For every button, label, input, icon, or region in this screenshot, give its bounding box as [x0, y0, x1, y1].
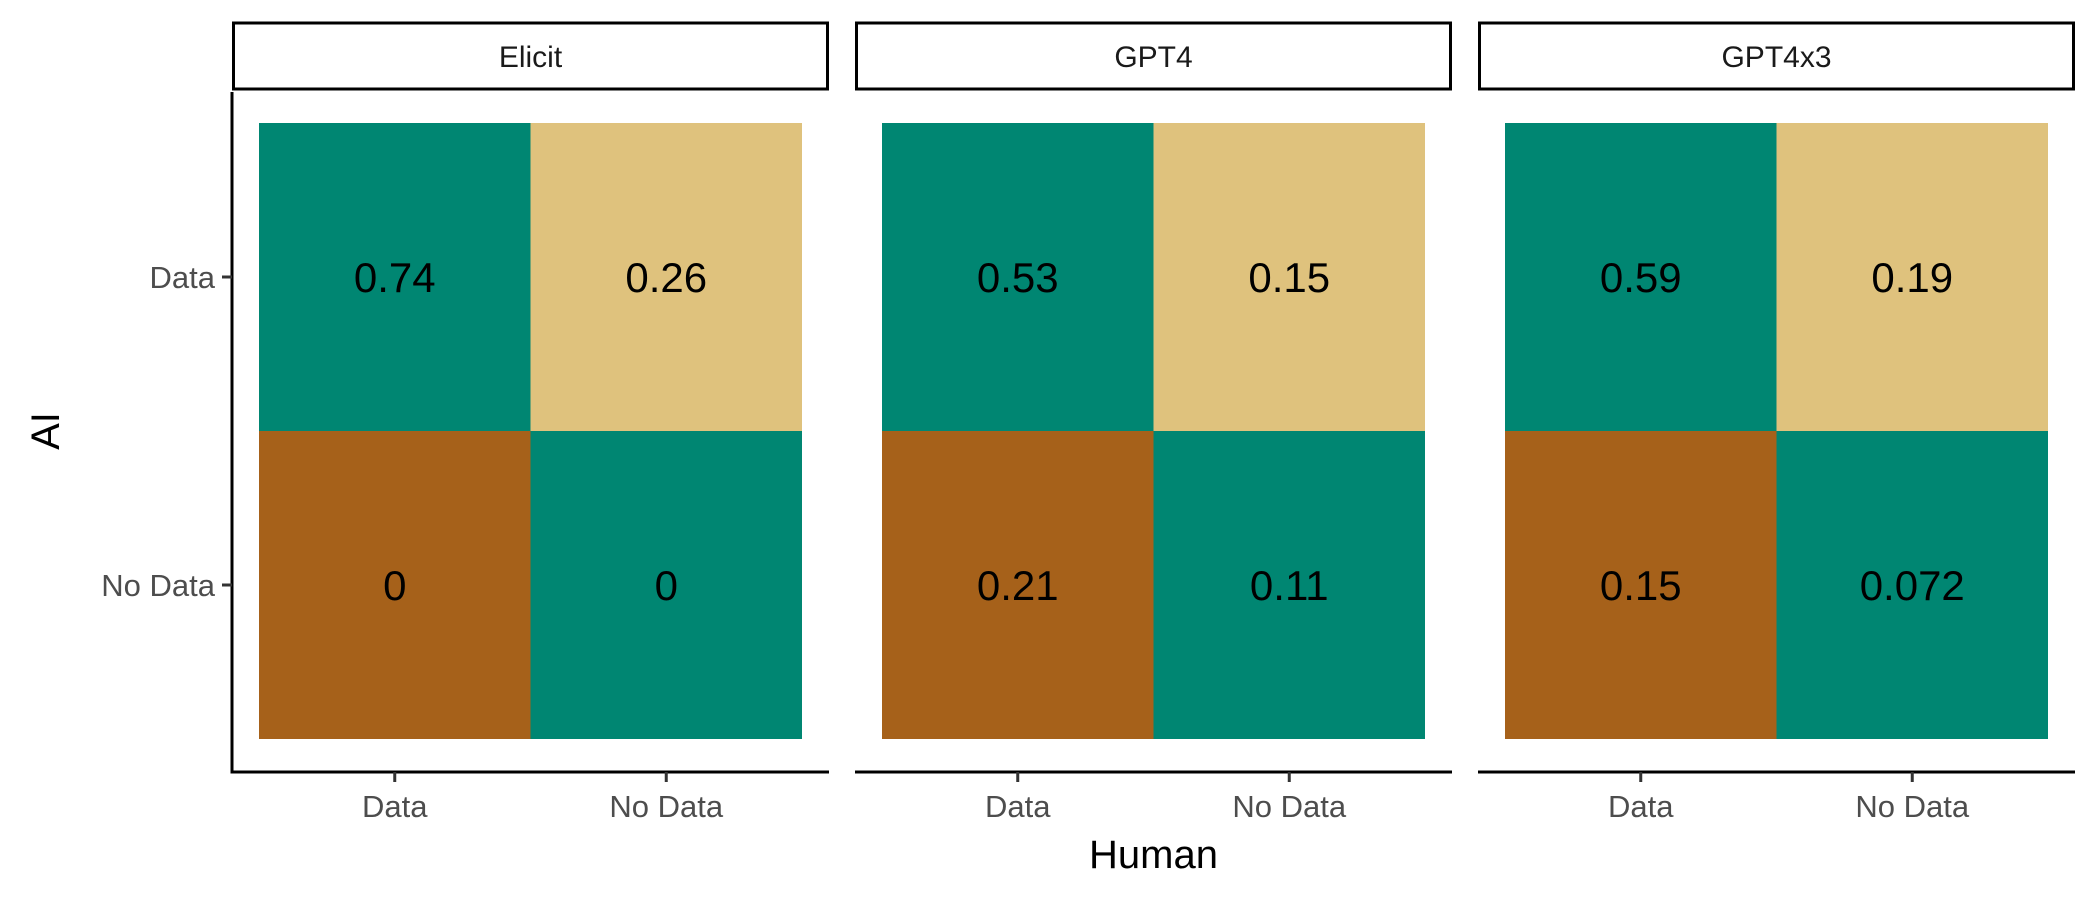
heatmap-cell-ai-data-human-data	[1505, 123, 1777, 431]
heatmap-cell-ai-no-data-human-no-data	[530, 431, 802, 739]
x-tick-label: Data	[1608, 789, 1674, 824]
facet-strip-gpt4	[855, 21, 1452, 91]
cell-value-label: 0.53	[977, 254, 1059, 301]
heatmap-cell-ai-no-data-human-data	[882, 431, 1154, 739]
x-tick-label: Data	[985, 789, 1051, 824]
cell-value-label: 0.74	[354, 254, 436, 301]
cell-value-label: 0	[655, 562, 678, 609]
y-tick-label: No Data	[101, 568, 215, 603]
cell-value-label: 0.11	[1250, 562, 1329, 609]
heatmap-cell-ai-no-data-human-no-data	[1776, 431, 2048, 739]
heatmap-cell-ai-data-human-no-data	[530, 123, 802, 431]
facet-strip-label: GPT4x3	[1721, 41, 1831, 74]
cell-value-label: 0.15	[1600, 562, 1682, 609]
y-axis-title: AI	[24, 412, 68, 450]
panel-gpt4x3: GPT4x3 0.59 0.19 0.15 0.072 Data No Data	[1478, 21, 2075, 824]
x-tick-label: No Data	[1232, 789, 1346, 824]
axes: Data No Data	[101, 92, 234, 774]
panel-gpt4: GPT4 0.53 0.15 0.21 0.11 Data No Data	[855, 21, 1452, 824]
y-tick-label: Data	[150, 260, 216, 295]
heatmap-cell-ai-no-data-human-data	[1505, 431, 1777, 739]
heatmap-cell-ai-no-data-human-data	[259, 431, 531, 739]
heatmap-cell-ai-no-data-human-no-data	[1153, 431, 1425, 739]
cell-value-label: 0.21	[977, 562, 1059, 609]
panels: Elicit 0.74 0.26 0 0 Data No Data GPT4 0.53 0.15 0…	[232, 21, 2075, 824]
cell-value-label: 0.26	[625, 254, 707, 301]
x-tick-label: No Data	[1855, 789, 1969, 824]
x-tick-label: No Data	[609, 789, 723, 824]
facet-strip-gpt4x3	[1478, 21, 2075, 91]
facet-strip-label: Elicit	[499, 41, 563, 74]
cell-value-label: 0.59	[1600, 254, 1682, 301]
facet-strip-elicit	[232, 21, 829, 91]
facet-strip-label: GPT4	[1114, 41, 1192, 74]
cell-value-label: 0.19	[1871, 254, 1953, 301]
cell-value-label: 0.072	[1860, 562, 1965, 609]
heatmap-cell-ai-data-human-no-data	[1153, 123, 1425, 431]
heatmap-cell-ai-data-human-data	[259, 123, 531, 431]
x-axis-title: Human	[1089, 833, 1218, 877]
cell-value-label: 0.15	[1248, 254, 1330, 301]
panel-elicit: Elicit 0.74 0.26 0 0 Data No Data	[232, 21, 829, 824]
cell-value-label: 0	[383, 562, 406, 609]
x-tick-label: Data	[362, 789, 428, 824]
heatmap-cell-ai-data-human-data	[882, 123, 1154, 431]
heatmap-cell-ai-data-human-no-data	[1776, 123, 2048, 431]
